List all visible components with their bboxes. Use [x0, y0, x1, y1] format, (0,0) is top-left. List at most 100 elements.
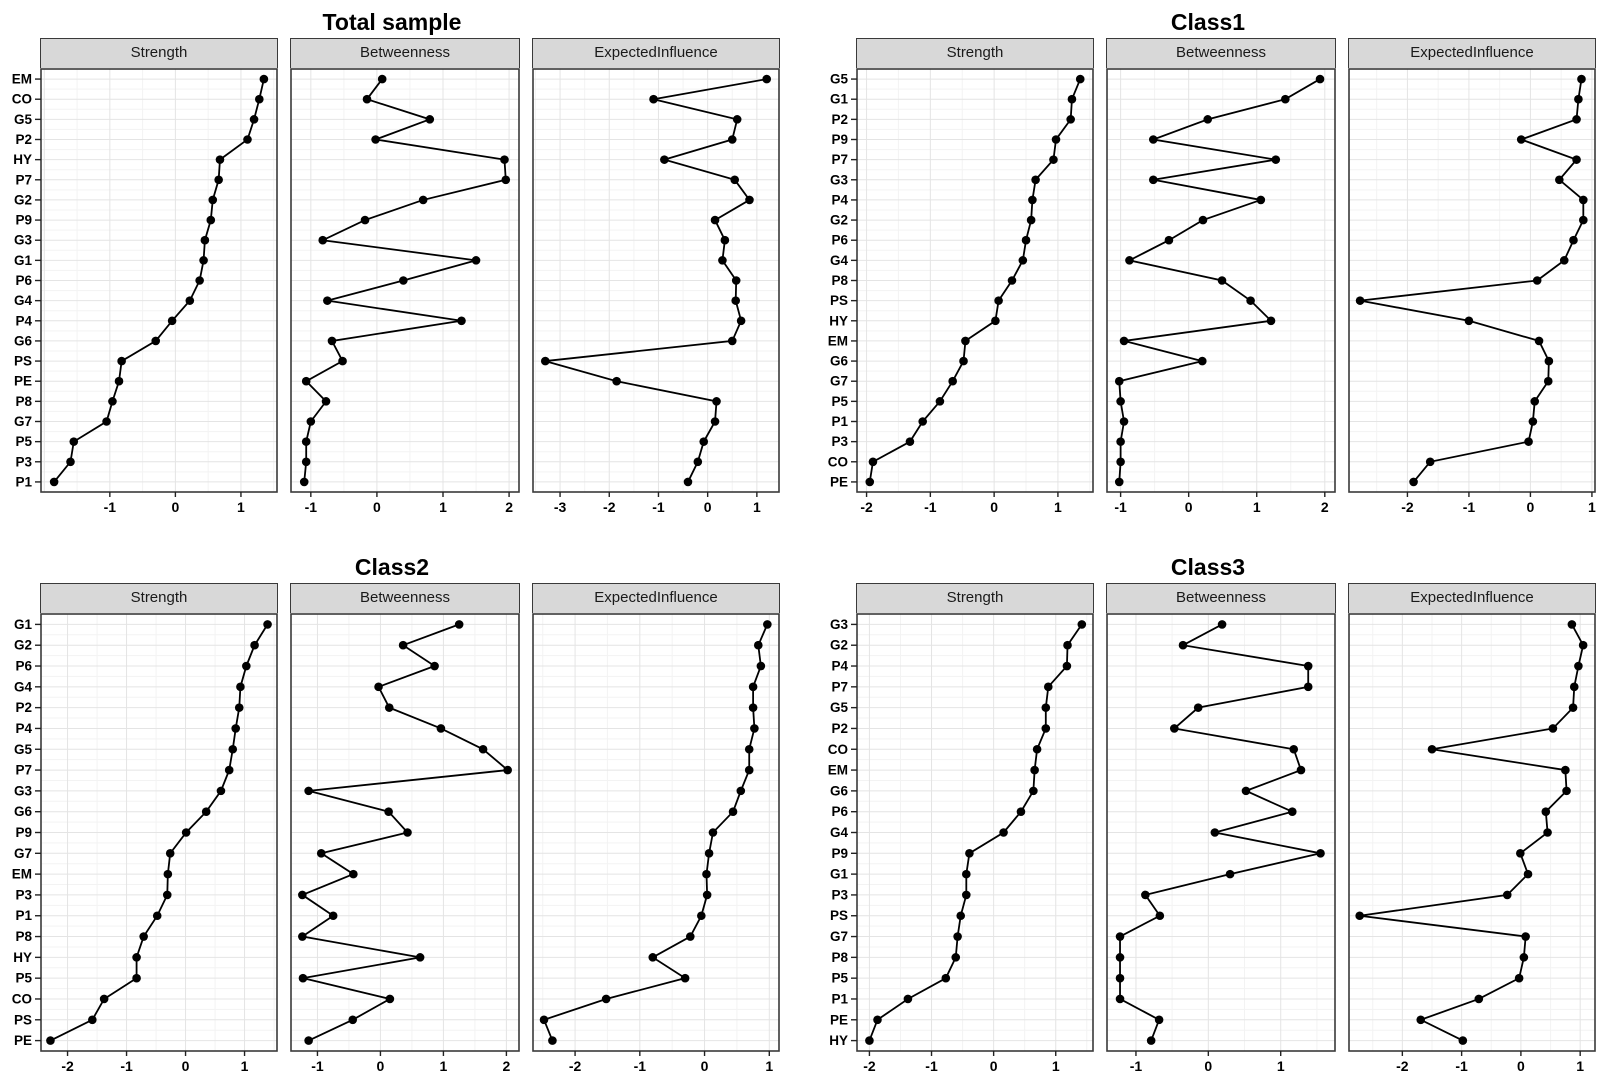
svg-text:2: 2	[1321, 499, 1329, 515]
svg-text:P5: P5	[831, 970, 848, 985]
svg-text:G2: G2	[14, 637, 32, 652]
svg-text:-1: -1	[1130, 1058, 1143, 1074]
svg-text:P1: P1	[15, 474, 32, 489]
svg-text:EM: EM	[828, 333, 848, 348]
facet-expected-influence: ExpectedInfluence -2 -1 0 1	[1348, 582, 1596, 1077]
svg-text:-1: -1	[925, 1058, 938, 1074]
svg-text:P5: P5	[15, 970, 32, 985]
facet-betweenness: Betweenness -1 0 1	[1106, 582, 1336, 1077]
svg-text:P4: P4	[15, 313, 32, 328]
svg-text:G3: G3	[14, 233, 33, 248]
svg-text:P4: P4	[831, 658, 848, 673]
svg-text:0: 0	[701, 1058, 709, 1074]
svg-text:G2: G2	[830, 213, 848, 228]
svg-text:0: 0	[1527, 499, 1535, 515]
svg-text:1: 1	[1253, 499, 1261, 515]
svg-text:G4: G4	[830, 825, 849, 840]
svg-text:-1: -1	[1463, 499, 1476, 515]
svg-text:PE: PE	[830, 474, 848, 489]
svg-text:G1: G1	[830, 866, 849, 881]
svg-text:PS: PS	[14, 1012, 32, 1027]
betweenness-plot: -1 0 1	[1106, 612, 1336, 1074]
svg-text:P9: P9	[15, 825, 32, 840]
svg-text:0: 0	[1185, 499, 1193, 515]
panel-title: Class1	[1170, 9, 1246, 35]
svg-text:0: 0	[1517, 1058, 1525, 1074]
svg-text:0: 0	[1204, 1058, 1212, 1074]
facet-row: Strength -2 -1 0 1 G5 G1 P2 P9 P7 G3 P4 G2 P6 G4 P8 PS H…	[820, 38, 1596, 518]
svg-text:P2: P2	[831, 112, 848, 127]
panel-title: Total sample	[322, 9, 462, 35]
svg-text:-2: -2	[1396, 1058, 1409, 1074]
svg-text:P9: P9	[831, 132, 848, 147]
facet-header: ExpectedInfluence	[532, 38, 780, 68]
svg-text:0: 0	[990, 499, 998, 515]
panel-title: Class2	[354, 553, 430, 580]
expected-influence-plot: -2 -1 0 1	[1348, 68, 1596, 515]
svg-text:1: 1	[241, 1058, 249, 1074]
svg-text:-2: -2	[1401, 499, 1414, 515]
svg-text:-1: -1	[924, 499, 937, 515]
facet-header: Strength	[856, 38, 1094, 68]
svg-text:1: 1	[765, 1058, 773, 1074]
svg-text:CO: CO	[12, 991, 32, 1006]
facet-row: Strength -2 -1 0 1 G1 G2 P6 G4 P2 P4 G5 P7 G3 G6 P9 G7 E…	[4, 582, 780, 1077]
facet-strength: Strength -2 -1 0 1 G1 G2 P6 G4 P2 P4 G5 P7 G3 G6 P9 G7 E…	[4, 582, 278, 1077]
svg-text:PS: PS	[830, 293, 848, 308]
strength-plot: -2 -1 0 1 G3 G2 P4 P7 G5 P2 CO EM G6 P6 G4 P9 G1 P3 PS G7 P8…	[828, 612, 1094, 1074]
svg-text:P9: P9	[15, 213, 32, 228]
betweenness-plot: -1 0 1 2	[1106, 68, 1336, 515]
svg-text:CO: CO	[12, 92, 32, 107]
facet-header: ExpectedInfluence	[532, 582, 780, 613]
svg-text:G7: G7	[14, 845, 32, 860]
facet-header: ExpectedInfluence	[1348, 38, 1596, 68]
svg-text:1: 1	[439, 499, 447, 515]
svg-text:-1: -1	[1114, 499, 1127, 515]
svg-text:G7: G7	[830, 929, 848, 944]
svg-text:P8: P8	[15, 929, 32, 944]
svg-text:HY: HY	[829, 313, 848, 328]
svg-text:0: 0	[704, 499, 712, 515]
svg-text:-1: -1	[652, 499, 665, 515]
svg-text:G5: G5	[14, 112, 33, 127]
expected-influence-plot: -2 -1 0 1	[532, 612, 780, 1074]
svg-text:HY: HY	[829, 1033, 848, 1048]
facet-header: Betweenness	[1106, 582, 1336, 613]
svg-text:-2: -2	[863, 1058, 876, 1074]
betweenness-plot: -1 0 1 2	[290, 612, 520, 1074]
svg-text:-2: -2	[603, 499, 616, 515]
svg-text:P3: P3	[831, 434, 848, 449]
svg-text:P5: P5	[831, 394, 848, 409]
svg-text:G4: G4	[14, 293, 33, 308]
svg-text:-1: -1	[120, 1058, 133, 1074]
svg-text:1: 1	[237, 499, 245, 515]
svg-text:EM: EM	[12, 866, 32, 881]
svg-text:P6: P6	[831, 233, 848, 248]
facet-header: Betweenness	[1106, 38, 1336, 68]
svg-text:-3: -3	[554, 499, 567, 515]
svg-text:P3: P3	[15, 887, 32, 902]
svg-text:P6: P6	[831, 804, 848, 819]
facet-strength: Strength -1 0 1 EM CO G5 P2 HY P7 G2 P9 G3 G1 P6 G4 P4 G…	[4, 38, 278, 518]
svg-text:P2: P2	[15, 700, 32, 715]
svg-text:P7: P7	[831, 679, 848, 694]
svg-text:P2: P2	[15, 132, 32, 147]
svg-text:P8: P8	[15, 394, 32, 409]
svg-text:G6: G6	[14, 333, 33, 348]
svg-text:G1: G1	[830, 92, 849, 107]
svg-text:G7: G7	[830, 374, 848, 389]
svg-text:1: 1	[1277, 1058, 1285, 1074]
svg-text:P4: P4	[15, 720, 32, 735]
svg-text:1: 1	[753, 499, 761, 515]
svg-text:-1: -1	[104, 499, 117, 515]
facet-header: Strength	[40, 38, 278, 68]
facet-header: Strength	[856, 582, 1094, 613]
svg-text:2: 2	[505, 499, 513, 515]
svg-text:-1: -1	[1455, 1058, 1468, 1074]
facet-header: Betweenness	[290, 38, 520, 68]
facet-row: Strength -1 0 1 EM CO G5 P2 HY P7 G2 P9 G3 G1 P6 G4 P4 G…	[4, 38, 780, 518]
svg-text:0: 0	[171, 499, 179, 515]
svg-text:PE: PE	[830, 1012, 848, 1027]
svg-text:G6: G6	[830, 354, 849, 369]
svg-text:-2: -2	[569, 1058, 582, 1074]
